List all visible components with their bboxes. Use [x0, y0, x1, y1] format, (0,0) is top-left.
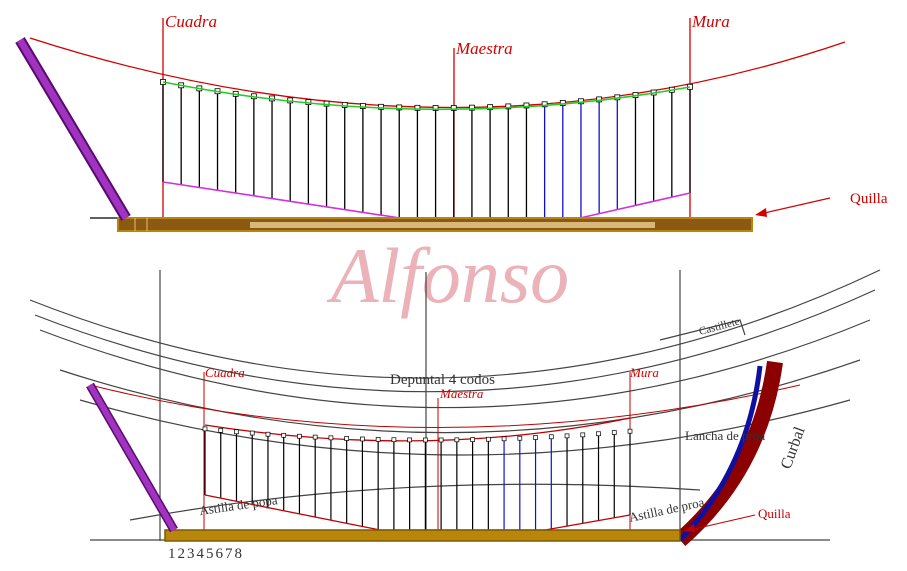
frame-node — [249, 430, 255, 436]
frame-node — [378, 103, 384, 110]
frame-node — [202, 426, 208, 432]
frame-node — [487, 104, 494, 111]
manuscript-text: Lancha de proa — [685, 428, 765, 443]
watermark: Alfonso — [326, 232, 569, 319]
frame-node — [501, 436, 507, 442]
top-diagram: Cuadra Maestra Mura Quilla — [15, 12, 888, 232]
arrow-head — [684, 524, 695, 532]
frame-node — [360, 436, 365, 442]
frame-node — [450, 105, 457, 111]
green-curve — [162, 81, 691, 111]
frame-node — [218, 428, 224, 433]
frame-node — [341, 102, 348, 108]
manuscript-text: 12345678 — [168, 546, 244, 562]
frame-node — [596, 431, 601, 437]
arrow-head — [755, 208, 767, 217]
frame-node — [454, 437, 460, 443]
frame-node — [375, 437, 381, 442]
label: Maestra — [439, 386, 484, 401]
frame-node — [627, 428, 633, 434]
manuscript-text: Curbal — [778, 424, 809, 471]
frame-node — [485, 436, 491, 442]
frame-node — [611, 430, 617, 435]
frame-node — [234, 429, 239, 435]
frame-node — [580, 432, 586, 438]
manuscript-text: Castillete — [698, 316, 741, 338]
frame-node — [281, 432, 287, 438]
frame-node — [517, 435, 523, 441]
quilla-arrow — [759, 197, 831, 215]
frame-node — [359, 103, 366, 109]
frame-node — [438, 437, 444, 443]
frame-node — [391, 437, 397, 443]
label: Mura — [691, 12, 730, 31]
manuscript-text: Depuntal 4 codos — [390, 372, 495, 388]
frame-node — [548, 434, 554, 440]
label: Quilla — [758, 506, 791, 521]
label: Mura — [629, 365, 659, 380]
frame-node — [328, 435, 334, 441]
quilla-arrow — [689, 514, 756, 531]
frame-node — [344, 436, 350, 441]
label: Maestra — [455, 39, 513, 58]
frame-node — [265, 431, 271, 437]
sternpost-fill — [16, 38, 130, 220]
keel-inner — [250, 222, 655, 228]
frame-node — [407, 437, 412, 443]
frame-node — [396, 104, 403, 111]
sheer-curve — [29, 37, 846, 109]
frame-node — [432, 105, 439, 111]
frame-node — [505, 103, 512, 110]
label: Quilla — [850, 191, 888, 207]
frames — [160, 79, 693, 219]
frame-node — [559, 99, 566, 106]
label: Cuadra — [205, 365, 245, 380]
frame-node — [312, 434, 318, 440]
frames — [202, 426, 633, 531]
sternpost-fill — [87, 383, 177, 532]
frame-node — [564, 433, 570, 439]
frame-node — [541, 101, 548, 108]
bottom-diagram: Cuadra Maestra Mura Quilla Depuntal 4 co… — [29, 269, 881, 562]
stem-inner — [678, 365, 763, 542]
frame-node — [297, 433, 302, 439]
frame-node — [578, 98, 584, 105]
frame-node — [469, 104, 475, 111]
floor-curve — [162, 181, 691, 219]
frame-node — [533, 435, 538, 440]
frame-node — [523, 102, 530, 109]
frame-node — [414, 104, 421, 111]
label: Cuadra — [165, 12, 217, 31]
frame-node — [470, 437, 475, 442]
keel — [164, 529, 681, 542]
frame-node — [423, 437, 428, 443]
